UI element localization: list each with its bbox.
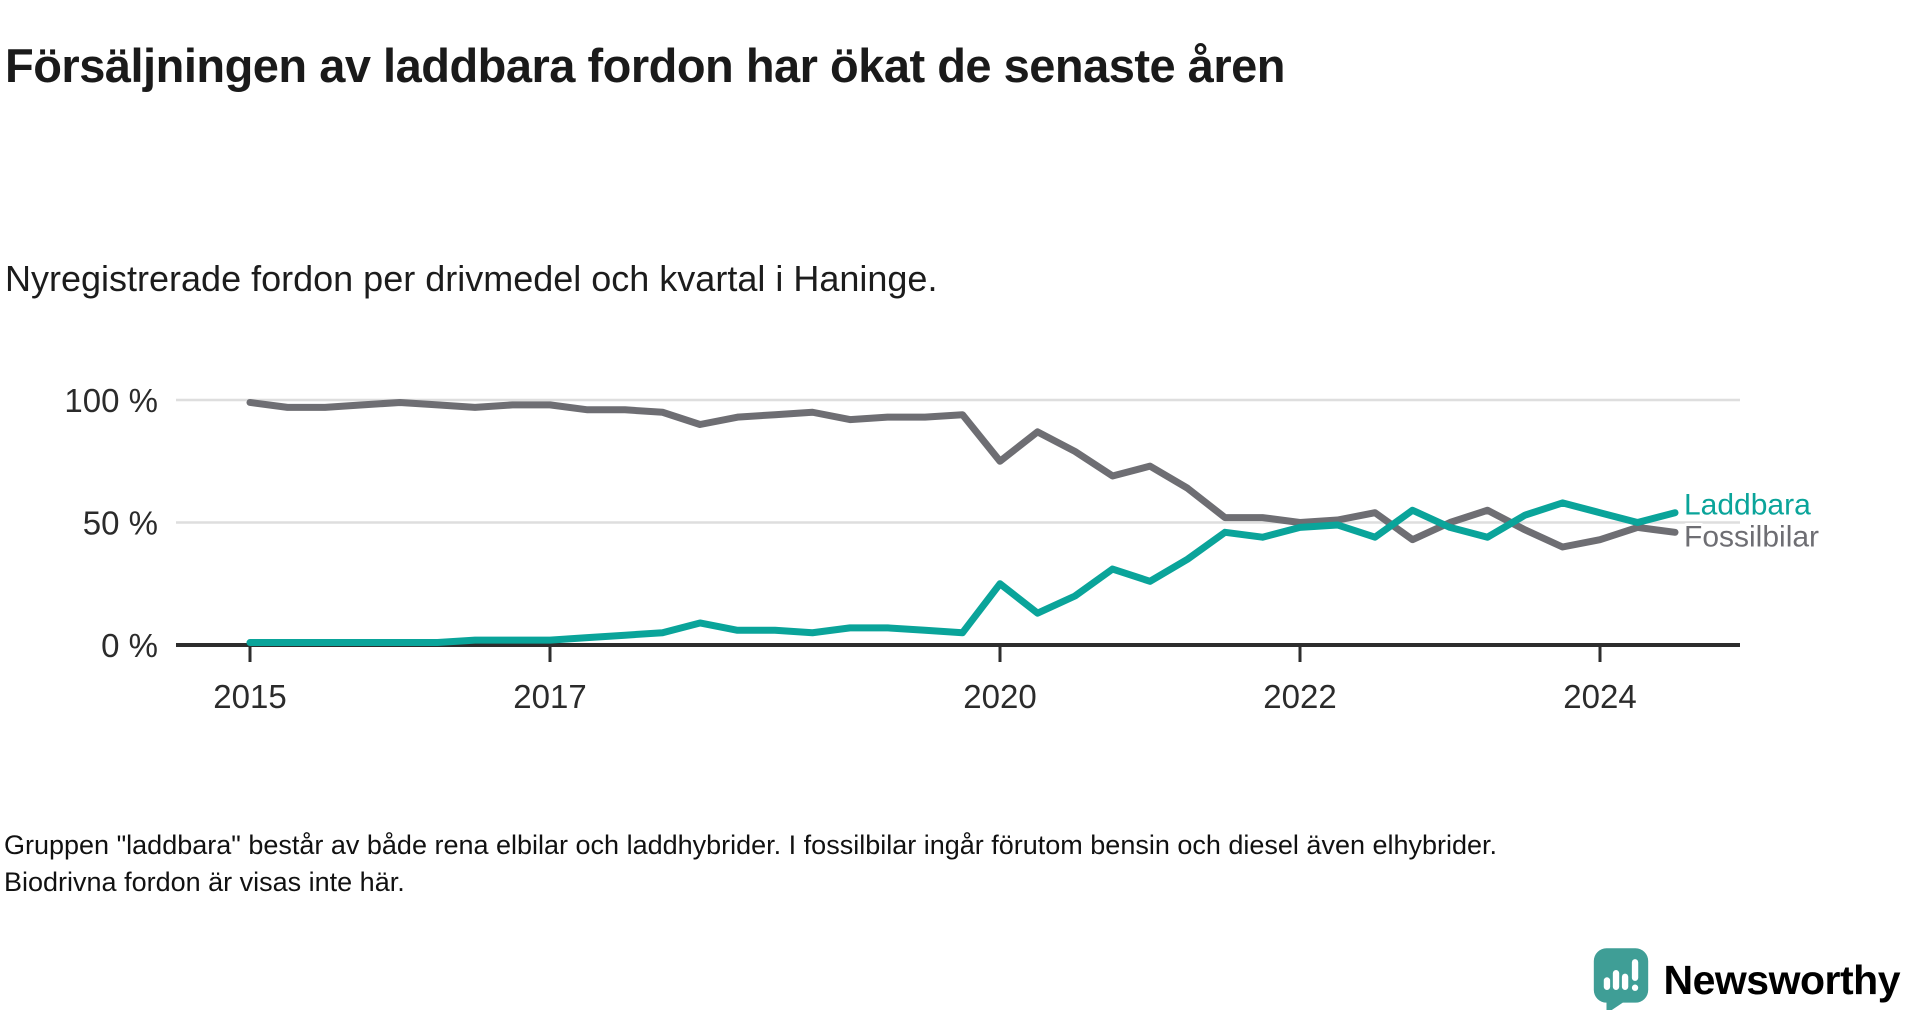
speech-bubble-shape xyxy=(1593,948,1648,1010)
y-tick-label: 50 % xyxy=(83,505,158,542)
newsworthy-logo-text: Newsworthy xyxy=(1663,956,1901,1003)
x-tick-label: 2017 xyxy=(513,678,586,715)
x-tick-label: 2020 xyxy=(963,678,1036,715)
line-chart: 100 % 50 % 0 % 2015 2017 2020 2022 2024 Laddbara… xyxy=(64,382,1822,715)
x-tick-label: 2024 xyxy=(1563,678,1636,715)
x-tick-label: 2022 xyxy=(1263,678,1336,715)
page-title: Försäljningen av laddbara fordon har öka… xyxy=(5,39,1286,93)
chart-subtitle: Nyregistrerade fordon per drivmedel och … xyxy=(5,258,938,299)
newsworthy-logo-icon xyxy=(1593,948,1648,1010)
exclamation-dot xyxy=(1631,984,1638,991)
newsworthy-logo: Newsworthy xyxy=(1592,946,1901,1010)
series-label-laddbara: Laddbara xyxy=(1684,489,1811,522)
chart-line-laddbara xyxy=(246,499,1679,647)
y-tick-label: 100 % xyxy=(64,382,158,419)
y-tick-label: 0 % xyxy=(101,627,158,664)
series-label-fossilbilar: Fossilbilar xyxy=(1684,520,1819,553)
bar-chart-icon xyxy=(1603,959,1638,991)
footnote-text: Gruppen "laddbara" består av både rena e… xyxy=(4,830,1498,898)
x-tick-label: 2015 xyxy=(213,678,286,715)
exclamation-stem xyxy=(1631,959,1638,981)
chart-line-fossilbilar xyxy=(246,398,1679,551)
